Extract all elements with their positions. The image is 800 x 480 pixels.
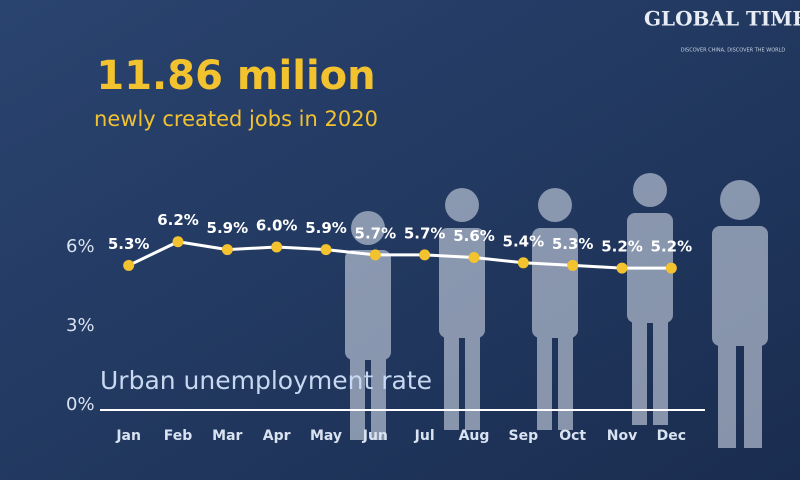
x-tick-label: Dec <box>657 428 686 444</box>
x-tick-label: Jul <box>414 428 435 444</box>
line <box>128 240 672 270</box>
figure <box>345 211 391 440</box>
value-label: 6.0% <box>256 217 298 235</box>
chart-title: 11.86 milion <box>96 53 375 99</box>
value-label: 5.9% <box>207 219 249 237</box>
value-label: 5.2% <box>651 238 693 256</box>
point <box>221 244 233 256</box>
x-tick-label: May <box>310 428 342 444</box>
point <box>517 257 529 269</box>
x-tick-label: Oct <box>559 428 586 444</box>
x-tick-label: Apr <box>263 428 291 444</box>
value-label: 5.3% <box>108 235 150 253</box>
x-tick-label: Sep <box>509 428 539 444</box>
x-tick-label: Aug <box>459 428 490 444</box>
point <box>123 259 135 271</box>
figure <box>532 188 578 430</box>
value-label: 5.6% <box>453 227 495 245</box>
value-label: 6.2% <box>157 211 199 229</box>
point <box>419 249 431 261</box>
y-tick-label: 3% <box>66 315 95 336</box>
figure <box>712 180 768 448</box>
value-label: 5.3% <box>552 235 594 253</box>
annotation: Urban unemployment rate <box>100 366 432 395</box>
x-tick-label: Mar <box>212 428 242 444</box>
x-tick-label: Jun <box>362 428 388 444</box>
x-tick-label: Nov <box>607 428 637 444</box>
y-tick-label: 0% <box>66 394 95 415</box>
value-label: 5.4% <box>503 232 545 250</box>
point <box>468 252 480 264</box>
x-tick-label: Jan <box>115 428 141 444</box>
point <box>172 236 184 248</box>
chart-subtitle: newly created jobs in 2020 <box>94 107 378 131</box>
point <box>616 262 628 274</box>
value-label: 5.2% <box>601 238 643 256</box>
value-label: 5.7% <box>404 224 446 242</box>
point <box>567 259 579 271</box>
point <box>271 241 283 253</box>
logo: GLOBAL TIMES <box>644 7 800 31</box>
x-tick-label: Feb <box>164 428 193 444</box>
value-label: 5.7% <box>355 224 397 242</box>
point <box>320 244 332 256</box>
point <box>665 262 677 274</box>
y-tick-label: 6% <box>66 236 95 257</box>
logo-tagline: DISCOVER CHINA, DISCOVER THE WORLD <box>681 48 786 54</box>
figures <box>345 173 768 448</box>
point <box>369 249 381 261</box>
value-label: 5.9% <box>305 219 347 237</box>
